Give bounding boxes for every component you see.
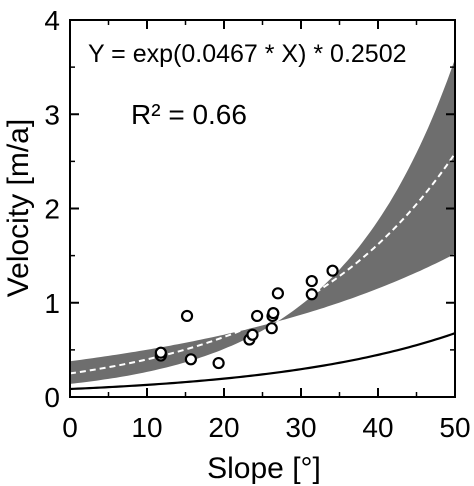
y-tick-label: 0 (44, 382, 60, 413)
data-point (251, 309, 264, 323)
x-tick-label: 10 (131, 412, 162, 443)
x-tick-label: 0 (62, 412, 78, 443)
reference-curve (69, 332, 456, 391)
confidence-band-layer (70, 59, 455, 384)
y-tick-label: 2 (44, 194, 60, 225)
data-point (305, 288, 318, 301)
data-point (180, 309, 194, 323)
data-point (267, 307, 280, 320)
data-points-layer (154, 264, 339, 370)
data-point (265, 322, 278, 335)
axes-layer: 0 10 20 30 40 50 0 1 2 3 4 (44, 5, 470, 443)
fit-curve (69, 152, 456, 375)
confidence-band (70, 59, 455, 384)
data-point (212, 356, 225, 370)
x-tick-label: 40 (362, 412, 393, 443)
data-point (154, 346, 167, 359)
data-point (326, 264, 339, 277)
data-point (271, 287, 284, 300)
data-point (184, 353, 197, 366)
curve-layer (69, 152, 456, 391)
x-tick-label: 30 (285, 412, 316, 443)
y-tick-label: 4 (44, 5, 60, 36)
x-tick-label: 50 (439, 412, 470, 443)
y-axis-title: Velocity [m/a] (2, 119, 35, 297)
y-tick-label: 1 (44, 288, 60, 319)
r-squared-annotation: R² = 0.66 (131, 99, 247, 130)
x-axis-title: Slope [°] (207, 452, 321, 485)
data-point (246, 328, 259, 341)
y-tick-label: 3 (44, 99, 60, 130)
equation-annotation: Y = exp(0.0467 * X) * 0.2502 (88, 40, 407, 68)
data-point (305, 274, 318, 288)
x-tick-label: 20 (208, 412, 239, 443)
